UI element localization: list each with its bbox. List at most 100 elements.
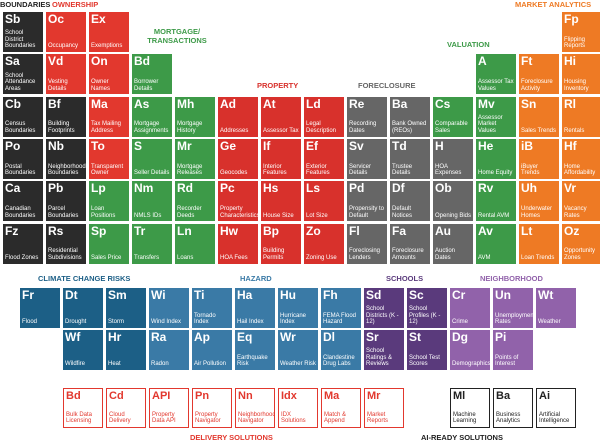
tile: Td Trustee Details <box>390 138 430 179</box>
tile-label: Transfers <box>134 254 160 261</box>
tile-label: Auction Dates <box>435 248 456 261</box>
tile: Wi Wind Index <box>149 288 189 328</box>
tile-label: Loan Trends <box>521 254 555 261</box>
tile: Hf Home Affordability <box>562 138 600 179</box>
tile-symbol: Vr <box>564 181 577 196</box>
tile-label: Exemptions <box>91 43 123 50</box>
tile: Lp Loan Positions <box>89 181 129 222</box>
tile-symbol: S <box>134 138 143 153</box>
tile: Hs House Size <box>261 181 301 222</box>
tile: Sd School Districts (K - 12) <box>364 288 404 328</box>
tile-label: NMLS IDs <box>134 212 162 219</box>
tile-label: Foreclosure Amounts <box>392 248 424 261</box>
tile-symbol: St <box>409 330 421 344</box>
tile: He Home Equity <box>476 138 516 179</box>
tile: Av AVM <box>476 223 516 264</box>
tile-label: Vacancy Rates <box>564 206 587 219</box>
tile-label: Demographics <box>452 361 490 368</box>
tile: Fp Flipping Reports <box>562 12 600 52</box>
tile-label: Trustee Details <box>392 163 413 177</box>
tile-symbol: Ap <box>194 330 210 344</box>
tile-label: Recording Dates <box>349 121 377 134</box>
tile-label: Opportunity Zones <box>564 248 596 261</box>
tile: Wr Weather Risk <box>278 330 318 370</box>
tile: Oz Opportunity Zones <box>562 223 600 264</box>
tile: Rv Rental AVM <box>476 181 516 222</box>
tile-symbol: Fr <box>22 288 34 302</box>
tile: Sb School District Boundaries <box>3 12 43 52</box>
tile-label: Propensity to Default <box>349 206 385 219</box>
tile: Fr Flood <box>20 288 60 328</box>
tile: Bd Bulk Data Licensing <box>63 388 103 428</box>
tile-label: Flood <box>22 319 38 326</box>
tile-symbol: Cr <box>452 288 466 302</box>
tile-label: Property Data API <box>152 411 176 425</box>
tile-symbol: Sv <box>349 138 364 153</box>
tile-label: House Size <box>263 212 294 219</box>
tile-label: Tax Mailing Address <box>91 121 122 134</box>
tile-label: Servicer Details <box>349 163 372 177</box>
tile: Bf Building Footprints <box>46 96 86 137</box>
tile-symbol: Rs <box>48 223 64 238</box>
tile: H HOA Expenses <box>433 138 473 179</box>
tile: Rd Recorder Deeds <box>175 181 215 222</box>
tile: Ln Loans <box>175 223 215 264</box>
tile: Ls Lot Size <box>304 181 344 222</box>
tile: Ld Legal Description <box>304 96 344 137</box>
tile-label: Canadian Boundaries <box>5 206 36 219</box>
tile-label: Wildfire <box>65 361 86 368</box>
tile-symbol: Mr <box>177 138 192 153</box>
tile: Hi Housing Inventory <box>562 54 600 95</box>
tile-symbol: Dt <box>65 288 78 302</box>
tile-label: Points of Interest <box>495 354 519 368</box>
tile: Fa Foreclosure Amounts <box>390 223 430 264</box>
tile-symbol: Hr <box>108 330 122 344</box>
tile-label: Crime <box>452 319 468 326</box>
tile: Pb Parcel Boundaries <box>46 181 86 222</box>
tile: Eq Earthquake Risk <box>235 330 275 370</box>
tile-label: Census Boundaries <box>5 121 36 134</box>
tile-label: School Attendance Areas <box>5 72 36 92</box>
tile: Cs Comparable Sales <box>433 96 473 137</box>
tile-label: Exterior Features <box>306 163 330 177</box>
tile-label: Underwater Homes <box>521 206 553 219</box>
tile-label: Seller Details <box>134 170 170 177</box>
tile: Ha Hail Index <box>235 288 275 328</box>
tile: Sn Sales Trends <box>519 96 559 137</box>
tile-symbol: Fp <box>564 12 579 26</box>
tile-symbol: Nb <box>48 138 64 153</box>
tile: Bp Building Permits <box>261 223 301 264</box>
section-title: CLIMATE CHANGE RISKS <box>38 274 131 283</box>
tile-symbol: Sn <box>521 96 537 111</box>
tile: Sp Sales Price <box>89 223 129 264</box>
tile-label: Market Reports <box>367 411 389 425</box>
tile-label: Opening Bids <box>435 212 472 219</box>
tile-symbol: Wi <box>151 288 166 302</box>
tile-symbol: A <box>478 54 487 69</box>
tile-label: Mortgage Releases <box>177 163 203 177</box>
tile-label: Assessor Tax <box>263 128 299 134</box>
tile-label: Zoning Use <box>306 254 337 261</box>
tile-label: Building Permits <box>263 248 285 261</box>
tile: Sc School Profiles (K - 12) <box>407 288 447 328</box>
tile-label: Hail Index <box>237 319 264 326</box>
tile-label: School Profiles (K - 12) <box>409 306 441 326</box>
tile: Cb Census Boundaries <box>3 96 43 137</box>
tile-label: Clandestine Drug Labs <box>323 354 355 368</box>
tile: API Property Data API <box>149 388 189 428</box>
tile-label: Bulk Data Licensing <box>66 411 93 425</box>
tile-label: Weather <box>538 319 561 326</box>
tile: Pi Points of Interest <box>493 330 533 370</box>
tile: Dt Drought <box>63 288 103 328</box>
tile-symbol: Mv <box>478 96 495 111</box>
tile: Ca Canadian Boundaries <box>3 181 43 222</box>
tile: Ft Foreclosure Activity <box>519 54 559 95</box>
tile: Vr Vacancy Rates <box>562 181 600 222</box>
tile-symbol: Sb <box>5 12 21 26</box>
tile-label: Geocodes <box>220 170 248 177</box>
tile: Fl Foreclosing Lenders <box>347 223 387 264</box>
tile-label: Lot Size <box>306 212 328 219</box>
tile-label: AVM <box>478 254 491 261</box>
tile-symbol: Fz <box>5 223 19 238</box>
tile: Hr Heat <box>106 330 146 370</box>
